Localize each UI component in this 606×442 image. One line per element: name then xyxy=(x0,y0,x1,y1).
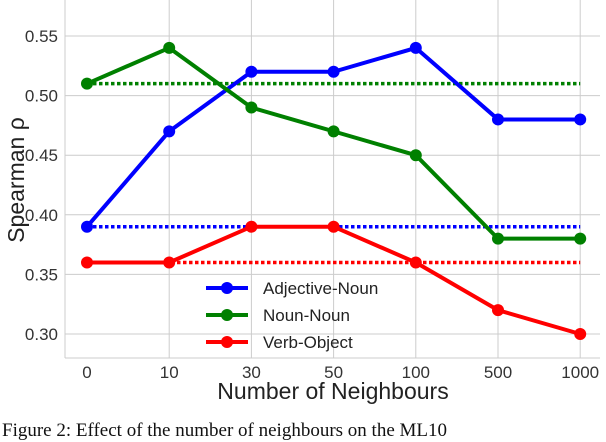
legend: Adjective-Noun Noun-Noun Verb-Object xyxy=(206,279,378,352)
y-tick-label: 0.30 xyxy=(25,325,58,344)
data-point xyxy=(574,113,587,126)
x-tick-label: 1000 xyxy=(561,363,599,382)
data-point xyxy=(245,220,258,233)
data-point xyxy=(574,232,587,245)
data-point xyxy=(163,41,176,54)
data-point xyxy=(492,304,504,317)
data-point xyxy=(81,256,93,269)
x-tick-label: 0 xyxy=(82,363,91,382)
data-point xyxy=(163,125,176,138)
data-point xyxy=(245,65,258,78)
data-point xyxy=(163,256,176,269)
y-axis-label: Spearman ρ xyxy=(3,117,29,243)
legend-label: Noun-Noun xyxy=(263,306,350,325)
y-tick-label: 0.55 xyxy=(25,27,58,46)
x-tick-label: 100 xyxy=(402,363,430,382)
data-point xyxy=(492,113,504,126)
grid xyxy=(64,0,600,359)
figure-caption: Figure 2: Effect of the number of neighb… xyxy=(2,420,447,441)
data-point xyxy=(245,101,258,114)
data-point xyxy=(327,65,340,78)
legend-marker xyxy=(221,309,233,321)
data-point xyxy=(327,220,340,233)
data-point xyxy=(81,220,93,233)
y-tick-label: 0.45 xyxy=(25,146,58,165)
legend-label: Verb-Object xyxy=(263,333,353,352)
legend-marker xyxy=(221,336,233,348)
data-point xyxy=(409,149,422,162)
series xyxy=(81,41,587,340)
data-point xyxy=(574,328,587,340)
y-tick-label: 0.40 xyxy=(25,206,58,225)
data-point xyxy=(81,77,93,90)
data-point xyxy=(409,256,422,269)
y-ticks: 0.30 0.35 0.40 0.45 0.50 0.55 xyxy=(25,27,58,344)
x-tick-label: 30 xyxy=(242,363,261,382)
data-point xyxy=(492,232,504,245)
x-ticks: 0 10 30 50 100 500 1000 xyxy=(82,363,599,382)
data-point xyxy=(327,125,340,138)
data-point xyxy=(409,41,422,54)
line-chart: 0.30 0.35 0.40 0.45 0.50 0.55 0 10 30 50 100 500 10… xyxy=(3,0,600,404)
legend-label: Adjective-Noun xyxy=(263,279,378,298)
x-tick-label: 10 xyxy=(160,363,179,382)
y-tick-label: 0.50 xyxy=(25,87,58,106)
y-tick-label: 0.35 xyxy=(25,265,58,284)
legend-marker xyxy=(221,282,233,294)
x-tick-label: 500 xyxy=(484,363,512,382)
x-tick-label: 50 xyxy=(324,363,343,382)
x-axis-label: Number of Neighbours xyxy=(217,378,448,404)
